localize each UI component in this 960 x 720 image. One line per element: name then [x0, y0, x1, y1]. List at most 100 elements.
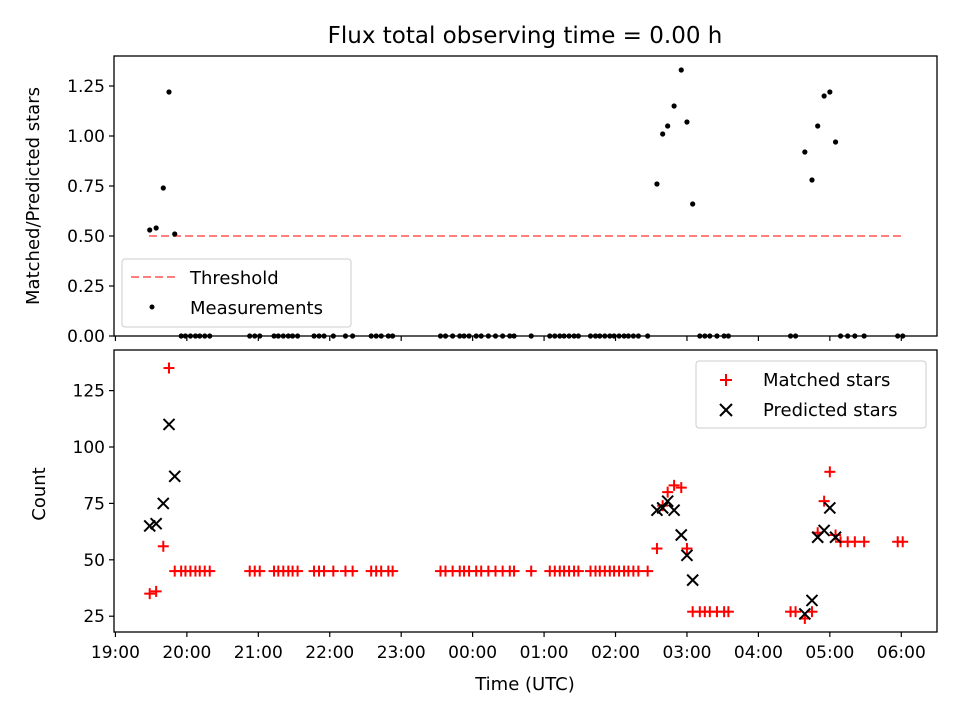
predicted-star-marker	[680, 549, 694, 562]
predicted-star-marker-b	[162, 418, 176, 431]
predicted-star-marker	[667, 503, 681, 517]
top-axes-frame	[113, 55, 938, 337]
matched-star-marker	[204, 565, 216, 577]
predicted-star-marker	[817, 524, 831, 537]
top-y-tick-label: 1.25	[67, 77, 105, 97]
predicted-star-marker	[686, 573, 699, 587]
matched-star-marker	[572, 565, 584, 577]
predicted-stars-legend-swatch	[719, 403, 733, 417]
predicted-star-marker	[675, 528, 688, 542]
predicted-star-marker	[823, 501, 837, 515]
matched-star-marker	[849, 536, 861, 548]
bottom-legend-box	[695, 360, 927, 429]
bottom-y-tick-label: 125	[73, 382, 105, 402]
matched-star-marker	[651, 543, 663, 555]
bottom-panel: Count Time (UTC) 25 50 75 100 125 19:00 20:00…	[29, 349, 938, 695]
bottom-y-axis: 25 50 75 100 125	[73, 382, 114, 627]
top-y-tick-label: 0.75	[67, 177, 105, 197]
matched-star-marker	[254, 565, 266, 577]
matched-star-marker	[722, 606, 734, 618]
matched-star-marker	[790, 606, 802, 618]
matched-star-marker	[318, 565, 330, 577]
predicted-star-marker-b	[686, 573, 699, 587]
bottom-x-tick-label: 02:00	[591, 643, 640, 663]
bottom-x-tick-label: 21:00	[234, 643, 283, 663]
top-y-axis-label: Matched/Predicted stars	[23, 87, 44, 305]
measurement-point	[684, 119, 690, 125]
bottom-x-tick-label: 04:00	[734, 643, 783, 663]
matched-star-marker	[632, 565, 644, 577]
matched-star-marker	[150, 585, 162, 597]
bottom-x-axis: 19:00 20:00 21:00 22:00 23:00 00:00 01:00 02:00…	[91, 632, 926, 663]
predicted-star-marker-b	[656, 501, 669, 515]
top-y-tick-label: 0.00	[67, 327, 105, 347]
top-legend-box	[121, 258, 352, 328]
matched-star-marker	[681, 543, 693, 555]
measurement-point	[832, 139, 839, 145]
bottom-x-tick-label: 01:00	[520, 643, 569, 663]
bottom-y-tick-label: 50	[83, 551, 105, 571]
top-legend: Threshold Measurements	[121, 258, 352, 328]
top-y-tick-label: 1.00	[67, 127, 105, 147]
bottom-y-tick-label: 75	[83, 494, 105, 514]
measurements-legend-label: Measurements	[190, 298, 323, 319]
matched-star-marker	[662, 486, 674, 498]
predicted-star-marker-b	[829, 531, 842, 544]
top-y-tick-label: 0.50	[67, 227, 105, 247]
predicted-star-marker	[805, 594, 819, 607]
predicted-star-marker	[162, 418, 176, 431]
bottom-axes-frame	[113, 349, 938, 633]
measurement-point	[153, 225, 159, 231]
bottom-x-tick-label: 23:00	[377, 643, 426, 663]
top-y-axis: 0.00 0.25 0.50 0.75 1.00 1.25	[67, 77, 902, 347]
matched-star-marker	[897, 536, 909, 548]
predicted-star-marker-b	[805, 594, 819, 607]
measurement-point	[827, 89, 833, 95]
measurements-legend-swatch	[149, 304, 155, 310]
bottom-x-tick-label: 19:00	[91, 643, 140, 663]
top-panel: Flux total observing time = 0.00 h Match…	[23, 23, 938, 347]
measurement-point	[654, 181, 660, 187]
bottom-x-tick-label: 06:00	[877, 643, 926, 663]
bottom-plot-area	[143, 362, 909, 624]
predicted-star-marker-b	[680, 549, 694, 562]
predicted-star-marker-b	[149, 517, 163, 530]
top-plot-area	[147, 67, 906, 339]
bottom-x-axis-label: Time (UTC)	[474, 674, 575, 695]
measurement-point	[665, 123, 671, 129]
matched-star-marker	[157, 540, 169, 552]
predicted-star-marker-b	[667, 503, 681, 517]
predicted-star-marker	[168, 470, 181, 483]
predicted-star-marker-b	[675, 528, 688, 542]
measurement-point	[671, 103, 677, 109]
matched-star-marker	[163, 362, 175, 374]
predicted-star-marker-b	[661, 494, 674, 508]
predicted-star-marker	[829, 531, 842, 544]
predicted-star-marker-b	[168, 470, 181, 483]
measurement-point	[147, 227, 153, 233]
matched-star-marker	[525, 565, 537, 577]
matched-star-marker	[675, 482, 687, 494]
matched-star-marker	[818, 495, 830, 507]
predicted-star-marker	[661, 494, 674, 508]
predicted-star-marker	[149, 517, 163, 530]
bottom-x-tick-label: 05:00	[805, 643, 854, 663]
threshold-legend-label: Threshold	[189, 268, 279, 289]
matched-star-marker	[642, 565, 654, 577]
top-y-tick-label: 0.25	[67, 277, 105, 297]
matched-star-marker	[292, 565, 304, 577]
predicted-star-marker	[656, 501, 669, 515]
matched-star-marker	[668, 479, 680, 491]
measurement-point	[660, 131, 666, 137]
matched-star-marker	[387, 565, 399, 577]
bottom-legend: Matched stars Predicted stars	[695, 360, 927, 429]
predicted-star-marker-b	[157, 497, 170, 510]
matched-star-marker	[508, 565, 520, 577]
measurement-point	[809, 177, 815, 183]
measurement-point	[160, 185, 166, 191]
matched-star-marker	[327, 565, 339, 577]
bottom-y-tick-label: 25	[83, 607, 105, 627]
matched-stars-legend-label: Matched stars	[763, 370, 890, 391]
matched-star-marker	[347, 565, 359, 577]
